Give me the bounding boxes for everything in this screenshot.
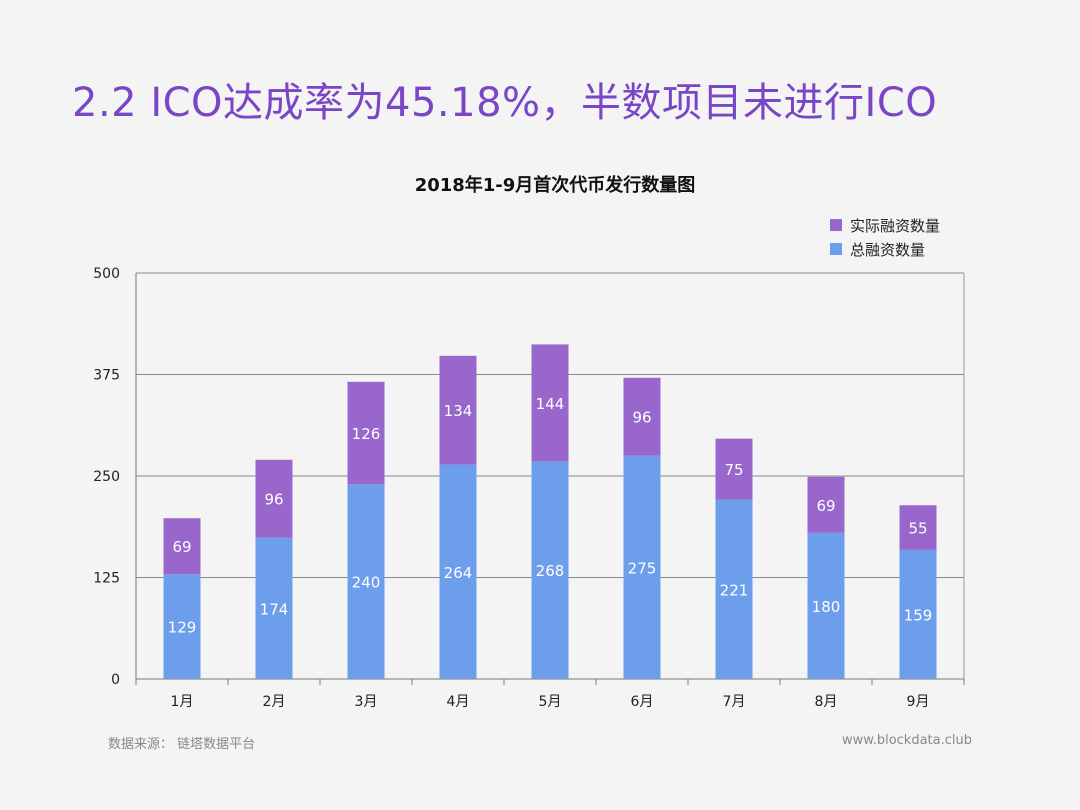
data-label: 240 <box>352 574 381 592</box>
x-tick-label: 9月 <box>907 694 930 710</box>
x-tick-label: 2月 <box>263 694 286 710</box>
legend-label: 实际融资数量 <box>850 217 940 235</box>
data-label: 69 <box>816 497 835 515</box>
bar-total <box>347 484 385 679</box>
data-label: 126 <box>352 425 381 443</box>
bar-actual <box>163 518 201 575</box>
data-source: 数据来源： 链塔数据平台 <box>108 737 256 752</box>
bar-actual <box>531 344 569 462</box>
data-label: 134 <box>444 402 473 420</box>
data-label: 129 <box>168 619 197 637</box>
bar-actual <box>347 381 385 485</box>
bar-actual <box>807 476 845 533</box>
site-url: www.blockdata.club <box>842 733 972 748</box>
page-title: 2.2 ICO达成率为45.18%，半数项目未进行ICO <box>72 80 938 126</box>
bar-total <box>623 455 661 679</box>
data-label: 180 <box>812 598 841 616</box>
data-label: 75 <box>724 461 743 479</box>
y-tick-label: 125 <box>93 571 120 587</box>
bar-actual <box>255 459 293 538</box>
data-label: 268 <box>536 562 565 580</box>
bar-total <box>439 464 477 679</box>
data-label: 55 <box>908 520 927 538</box>
bar-total <box>255 537 293 679</box>
data-label: 96 <box>264 491 283 509</box>
legend-swatch <box>830 219 842 231</box>
x-tick-label: 6月 <box>631 694 654 710</box>
bar-total <box>715 499 753 679</box>
legend-label: 总融资数量 <box>850 241 925 259</box>
bar-total <box>531 461 569 679</box>
data-label: 275 <box>628 559 657 577</box>
data-label: 174 <box>260 600 289 618</box>
x-tick-label: 7月 <box>723 694 746 710</box>
bar-total <box>807 532 845 679</box>
bar-actual <box>715 438 753 500</box>
x-tick-label: 5月 <box>539 694 562 710</box>
bar-actual <box>899 505 937 550</box>
y-tick-label: 250 <box>93 469 120 485</box>
bar-total <box>163 574 201 679</box>
bar-actual <box>439 355 477 465</box>
data-label: 144 <box>536 395 565 413</box>
y-tick-label: 375 <box>93 368 120 384</box>
data-label: 221 <box>720 581 749 599</box>
x-tick-label: 1月 <box>171 694 194 710</box>
bar-actual <box>623 377 661 456</box>
x-tick-label: 3月 <box>355 694 378 710</box>
data-label: 96 <box>632 409 651 427</box>
y-tick-label: 0 <box>111 672 120 688</box>
y-tick-label: 500 <box>93 266 120 282</box>
legend-swatch <box>830 243 842 255</box>
data-label: 264 <box>444 564 473 582</box>
chart-title: 2018年1-9月首次代币发行数量图 <box>415 174 696 196</box>
x-tick-label: 8月 <box>815 694 838 710</box>
x-tick-label: 4月 <box>447 694 470 710</box>
data-label: 69 <box>172 538 191 556</box>
bar-total <box>899 549 937 679</box>
data-label: 159 <box>904 606 933 624</box>
